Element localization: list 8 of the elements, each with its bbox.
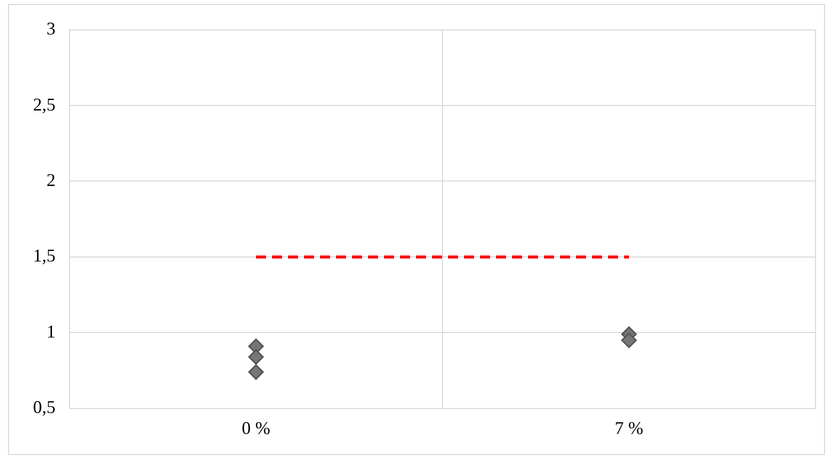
y-tick-label: 1 bbox=[46, 321, 56, 342]
y-tick-label: 3 bbox=[46, 18, 56, 39]
y-tick-label: 0,5 bbox=[33, 397, 56, 418]
y-tick-label: 2,5 bbox=[33, 94, 56, 114]
y-tick-label: 2 bbox=[46, 170, 56, 190]
y-tick-label: 1,5 bbox=[33, 246, 56, 266]
x-tick-label: 0 % bbox=[242, 418, 270, 438]
x-tick-label: 7 % bbox=[614, 418, 644, 438]
